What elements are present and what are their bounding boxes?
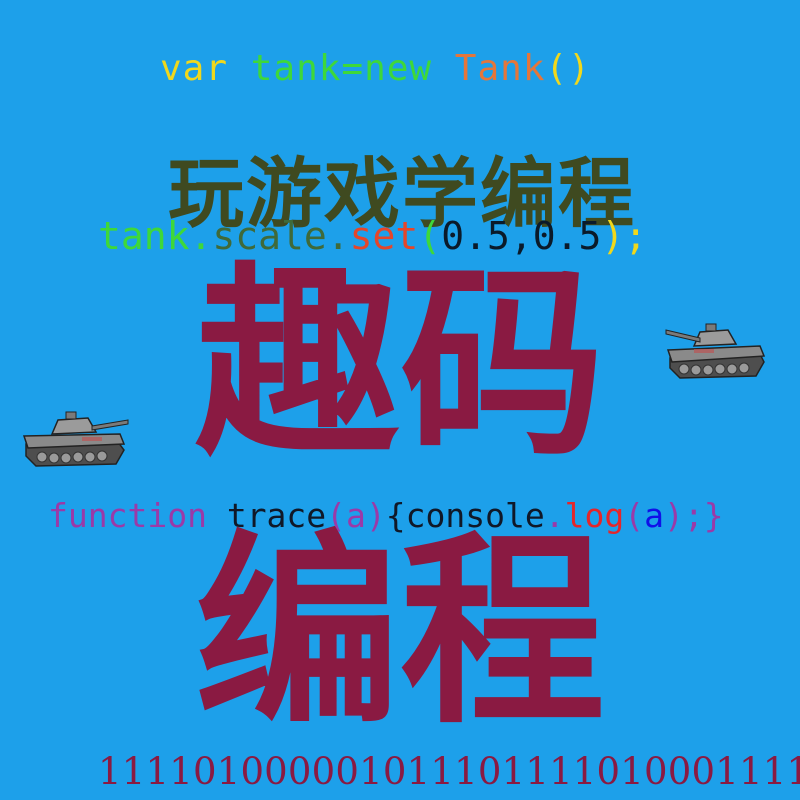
tank-icon — [665, 323, 766, 379]
code-body: {console — [385, 496, 545, 535]
code-parameter: (a) — [326, 496, 386, 535]
code-line-create-tank: var tank=new Tank() — [160, 48, 591, 89]
code-method: log — [564, 496, 625, 535]
code-argument: a — [644, 496, 664, 535]
code-function-name: trace — [206, 496, 327, 535]
code-property: scale. — [212, 214, 350, 258]
code-keyword: function — [48, 496, 207, 535]
code-paren-open: ( — [624, 496, 645, 535]
code-object: tank. — [98, 214, 213, 258]
page-title: 玩游戏学编程 — [168, 149, 636, 238]
binary-string: 1111010000010111011110100011111 — [98, 750, 800, 793]
headline-qu-ma: 趣码 — [195, 244, 605, 484]
code-tail: );} — [663, 496, 724, 535]
tank-icon — [22, 411, 129, 467]
code-arguments: 0.5,0.5 — [441, 214, 602, 258]
code-class-name: Tank — [454, 48, 546, 89]
code-method: set — [349, 214, 419, 258]
code-line-scale: tank.scale.set(0.5,0.5); — [98, 214, 647, 258]
code-identifier: tank=new — [250, 48, 433, 89]
code-open-paren: ( — [418, 214, 442, 258]
code-close: ); — [601, 214, 648, 258]
code-keyword: var — [160, 48, 229, 89]
headline-bian-cheng: 编程 — [195, 512, 605, 752]
code-parens: () — [545, 48, 591, 89]
code-dot: . — [544, 496, 565, 535]
code-line-function: function trace(a){console.log(a);} — [48, 496, 724, 535]
